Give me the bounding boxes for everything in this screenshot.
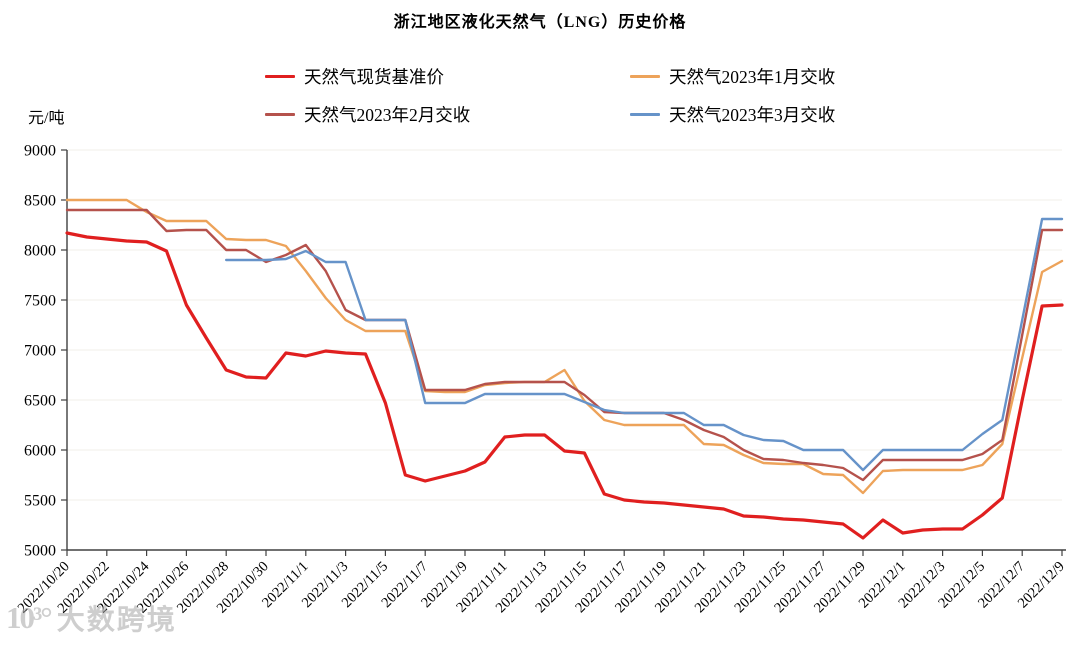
svg-text:6500: 6500 [24, 393, 56, 410]
legend-label-spot: 天然气现货基准价 [304, 66, 444, 87]
legend-item-feb2023: 天然气2023年2月交收 [265, 102, 470, 126]
legend-item-mar2023: 天然气2023年3月交收 [630, 102, 835, 126]
legend-swatch-feb2023 [265, 112, 295, 116]
y-axis-unit-label: 元/吨 [28, 110, 65, 127]
svg-text:7500: 7500 [24, 293, 56, 310]
svg-text:6000: 6000 [24, 443, 56, 460]
legend-label-feb2023: 天然气2023年2月交收 [304, 104, 471, 125]
svg-text:5000: 5000 [24, 543, 56, 560]
chart-title: 浙江地区液化天然气（LNG）历史价格 [393, 14, 687, 31]
legend-swatch-jan2023 [630, 74, 660, 78]
legend-label-jan2023: 天然气2023年1月交收 [669, 66, 836, 87]
svg-text:8000: 8000 [24, 243, 56, 260]
svg-text:5500: 5500 [24, 493, 56, 510]
legend-label-mar2023: 天然气2023年3月交收 [669, 104, 836, 125]
legend-swatch-mar2023 [630, 112, 660, 116]
svg-text:9000: 9000 [24, 143, 56, 160]
legend-item-jan2023: 天然气2023年1月交收 [630, 64, 835, 88]
legend-swatch-spot [265, 74, 295, 78]
legend-item-spot: 天然气现货基准价 [265, 64, 444, 88]
svg-text:7000: 7000 [24, 343, 56, 360]
svg-text:8500: 8500 [24, 193, 56, 210]
